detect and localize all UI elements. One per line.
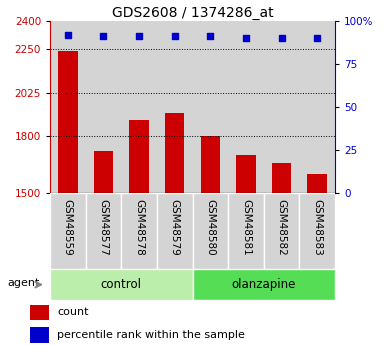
Bar	[201, 136, 220, 193]
Bar	[307, 174, 327, 193]
Text: olanzapine: olanzapine	[231, 278, 296, 291]
Point	[243, 35, 249, 41]
Text: GSM48559: GSM48559	[63, 199, 73, 256]
Text: GSM48578: GSM48578	[134, 199, 144, 256]
Bar	[228, 21, 264, 193]
Bar	[300, 21, 335, 193]
Point	[65, 32, 71, 37]
Bar	[228, 193, 264, 269]
Bar	[85, 193, 121, 269]
Bar	[264, 193, 300, 269]
Bar	[50, 21, 85, 193]
Bar	[192, 21, 228, 193]
Bar	[165, 113, 184, 193]
Bar	[85, 21, 121, 193]
Bar	[236, 155, 256, 193]
Bar	[50, 269, 192, 300]
Text: GSM48583: GSM48583	[312, 199, 322, 256]
Point	[314, 35, 320, 41]
Bar	[121, 193, 157, 269]
Bar	[50, 193, 85, 269]
Point	[172, 33, 178, 39]
Text: percentile rank within the sample: percentile rank within the sample	[57, 330, 245, 340]
Text: GSM48581: GSM48581	[241, 199, 251, 256]
Title: GDS2608 / 1374286_at: GDS2608 / 1374286_at	[112, 6, 273, 20]
Bar	[58, 51, 78, 193]
Bar	[264, 21, 300, 193]
Bar	[30, 327, 49, 343]
Bar	[272, 162, 291, 193]
Text: agent: agent	[8, 278, 40, 288]
Text: GSM48577: GSM48577	[99, 199, 109, 256]
Point	[100, 33, 107, 39]
Text: GSM48580: GSM48580	[205, 199, 215, 256]
Text: GSM48582: GSM48582	[276, 199, 286, 256]
Bar	[157, 21, 192, 193]
Bar	[300, 193, 335, 269]
Bar	[129, 120, 149, 193]
Text: count: count	[57, 307, 89, 317]
Bar	[30, 305, 49, 320]
Bar	[192, 269, 335, 300]
Bar	[192, 193, 228, 269]
Point	[136, 33, 142, 39]
Bar	[121, 21, 157, 193]
Text: control: control	[101, 278, 142, 291]
Bar	[157, 193, 192, 269]
Point	[207, 33, 213, 39]
Point	[278, 35, 285, 41]
Text: GSM48579: GSM48579	[170, 199, 180, 256]
Bar	[94, 151, 113, 193]
